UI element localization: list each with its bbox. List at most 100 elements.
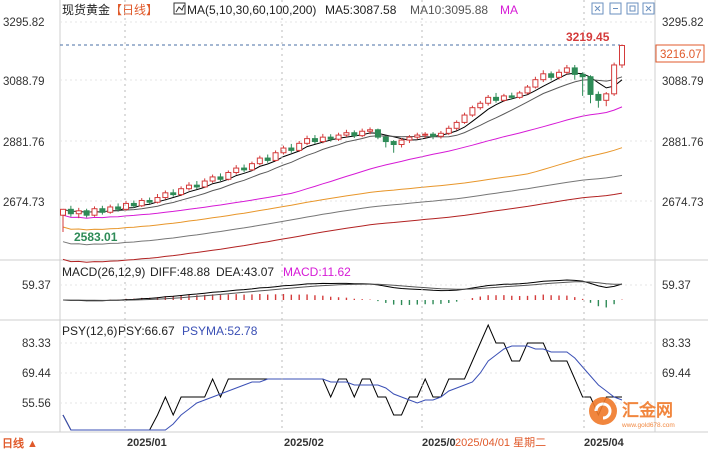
psy-tick-left-3: 55.56: [22, 398, 51, 410]
candle: [272, 150, 279, 162]
price-tick-right-4: 2674.73: [662, 197, 704, 209]
candle-body: [398, 139, 405, 146]
price-tick-left-1: 3295.82: [3, 17, 45, 29]
candle-body: [193, 184, 200, 188]
candle-body: [477, 102, 484, 109]
candle: [611, 62, 618, 96]
candle: [296, 140, 303, 152]
candle-body: [272, 152, 279, 161]
price-tick-right-3: 2881.76: [662, 137, 704, 149]
candle-body: [75, 210, 82, 215]
candle-body: [571, 67, 578, 75]
candle: [115, 203, 122, 212]
price-tick-left-2: 3088.79: [3, 76, 45, 88]
candle: [524, 84, 531, 95]
ma30-line: [62, 106, 623, 219]
instrument-name: 现货黄金: [62, 2, 110, 17]
candle: [327, 134, 334, 142]
candle-body: [532, 79, 539, 88]
indicator-settings-icon[interactable]: [173, 2, 186, 15]
ma10-value: MA10:3095.88: [410, 3, 488, 17]
candle-body: [579, 73, 586, 78]
candle: [422, 132, 429, 139]
candle-body: [99, 208, 106, 213]
candle-body: [500, 95, 507, 101]
cursor-date: 2025/04/01 星期二: [455, 436, 546, 449]
ma5-value: MA5:3087.58: [325, 3, 397, 17]
candle-body: [374, 129, 381, 138]
candle: [311, 135, 318, 144]
candle-body: [83, 210, 90, 216]
candle: [264, 154, 271, 163]
candle-body: [115, 206, 122, 210]
candle-body: [327, 136, 334, 140]
candle-body: [264, 157, 271, 161]
current-price-box: [655, 44, 705, 63]
macd-tick-left: 59.37: [22, 280, 51, 292]
candle-body: [201, 180, 208, 188]
candle-body: [359, 130, 366, 137]
candle: [107, 204, 114, 214]
candle: [556, 69, 563, 80]
candle-body: [422, 133, 429, 136]
macd-dea: DEA:43.07: [216, 265, 274, 279]
candle-body: [256, 157, 263, 165]
price-tick-left-4: 2674.73: [3, 197, 45, 209]
candle-body: [304, 138, 311, 144]
candle-body: [524, 86, 531, 94]
candle: [516, 90, 523, 99]
candle-body: [288, 147, 295, 151]
candle: [319, 133, 326, 144]
price-tick-right-2: 3088.79: [662, 76, 704, 88]
candle: [67, 205, 74, 217]
candle: [500, 93, 507, 102]
collapse-icon[interactable]: [591, 2, 604, 15]
x-axis-grid: [124, 0, 585, 432]
candle: [382, 135, 389, 148]
candle-body: [138, 199, 145, 207]
candle: [508, 92, 515, 100]
x-label-2: 2025/02: [284, 437, 324, 449]
candle: [217, 173, 224, 182]
candle: [414, 132, 421, 140]
minimize-icon[interactable]: [609, 2, 622, 15]
ma60-line: [62, 147, 623, 231]
ma5-line: [62, 72, 623, 213]
candle-body: [91, 208, 98, 216]
candle: [351, 130, 358, 139]
candle: [540, 70, 547, 83]
candle-body: [367, 129, 374, 132]
candle: [248, 161, 255, 172]
macd-tick-right: 59.37: [662, 280, 691, 292]
candle-body: [296, 142, 303, 151]
ma10-line: [62, 76, 623, 213]
candle-body: [382, 136, 389, 143]
macd-diff: DIFF:48.88: [150, 265, 210, 279]
low-price-label: 2583.01: [74, 230, 118, 244]
period-toggle[interactable]: 日线 ▲: [2, 436, 38, 450]
high-price-label: 3219.45: [566, 30, 610, 44]
candle: [241, 164, 248, 173]
psy-tick-left-1: 83.33: [22, 338, 51, 350]
close-icon[interactable]: [642, 2, 655, 15]
psy-tick-right-1: 83.33: [662, 338, 691, 350]
candle: [288, 143, 295, 153]
candle: [60, 208, 66, 232]
candle: [130, 200, 137, 208]
candle-body: [170, 192, 177, 196]
candle: [201, 178, 208, 189]
moving-average-lines: [62, 72, 623, 263]
price-tick-right-1: 3295.82: [662, 17, 704, 29]
x-label-1: 2025/01: [127, 437, 167, 449]
period-label: 【日线】: [110, 3, 158, 17]
candle-body: [343, 132, 350, 136]
macd-series: [62, 279, 623, 308]
candle: [406, 135, 413, 144]
ma30-label: MA: [500, 3, 518, 17]
candle-body: [146, 199, 153, 203]
ma-settings-label: MA(5,10,30,60,100,200): [187, 3, 316, 17]
candle: [579, 72, 586, 96]
restore-icon[interactable]: [626, 2, 639, 15]
candle-body: [445, 127, 452, 134]
